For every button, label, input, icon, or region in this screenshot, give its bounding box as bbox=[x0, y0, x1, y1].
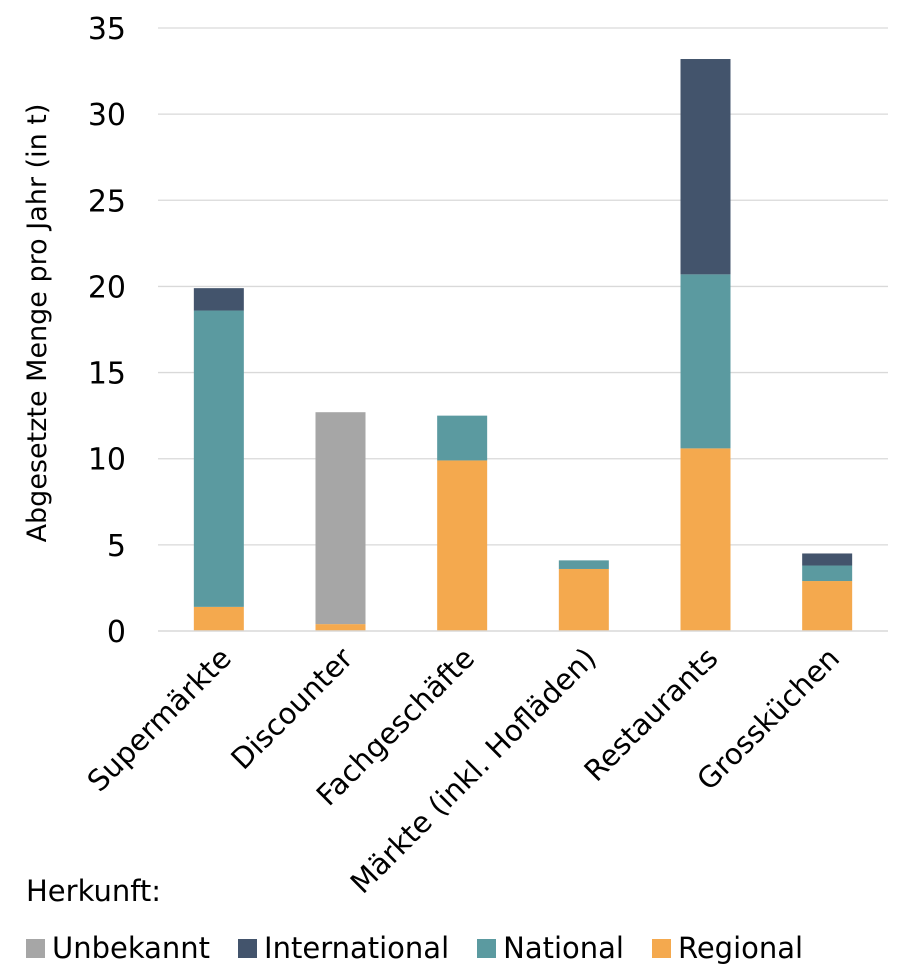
bar-supermarkte-international bbox=[193, 288, 244, 311]
legend-label: Regional bbox=[677, 931, 804, 965]
y-tick-label: 10 bbox=[88, 443, 126, 478]
legend-swatch bbox=[26, 938, 45, 958]
y-tick-label: 35 bbox=[88, 12, 126, 47]
bar-fachgeschafte-regional bbox=[437, 460, 488, 631]
legend-label: Unbekannt bbox=[52, 931, 211, 965]
bar-supermarkte-regional bbox=[193, 606, 244, 631]
legend-swatch bbox=[477, 938, 497, 958]
category-label-discounter: Discounter bbox=[224, 641, 359, 776]
y-tick-label: 30 bbox=[88, 98, 126, 133]
category-label-markte-inkl-hofladen: Märkte (inkl. Hofläden) bbox=[344, 641, 603, 900]
category-labels: SupermärkteDiscounterFachgeschäfteMärkte… bbox=[81, 641, 847, 900]
bar-grosskuchen-regional bbox=[802, 581, 853, 631]
legend-swatch bbox=[238, 938, 258, 958]
y-tick-labels: 0 5 10 15 20 25 30 35 bbox=[88, 12, 126, 650]
y-tick-label: 20 bbox=[88, 270, 126, 305]
y-axis-label: Abgesetzte Menge pro Jahr (in t) bbox=[22, 104, 53, 543]
bar-restaurants-national bbox=[680, 274, 731, 449]
bar-grosskuchen-national bbox=[802, 565, 853, 582]
y-tick-label: 5 bbox=[107, 529, 126, 564]
y-tick-label: 25 bbox=[88, 184, 126, 219]
y-tick-label: 15 bbox=[88, 357, 126, 392]
y-tick-label: 0 bbox=[107, 615, 126, 650]
legend: Unbekannt International National Regional bbox=[26, 928, 831, 968]
legend-item-international: International bbox=[238, 931, 449, 965]
bar-grosskuchen-international bbox=[802, 553, 853, 566]
bar-supermarkte-national bbox=[193, 310, 244, 607]
legend-title: Herkunft: bbox=[26, 874, 162, 908]
bar-discounter-unbekannt bbox=[315, 412, 366, 625]
legend-item-regional: Regional bbox=[651, 931, 804, 965]
category-label-supermarkte: Supermärkte bbox=[81, 641, 238, 798]
legend-swatch bbox=[651, 938, 671, 958]
bar-markte-inkl-hofladen-national bbox=[558, 560, 609, 569]
gridlines bbox=[158, 27, 888, 546]
legend-label: National bbox=[503, 931, 624, 965]
bars bbox=[193, 59, 853, 631]
bar-discounter-regional bbox=[315, 624, 366, 631]
bar-restaurants-regional bbox=[680, 448, 731, 631]
legend-item-national: National bbox=[477, 931, 624, 965]
legend-label: International bbox=[264, 931, 450, 965]
bar-fachgeschafte-national bbox=[437, 415, 488, 461]
bar-markte-inkl-hofladen-regional bbox=[558, 568, 609, 631]
legend-item-unbekannt: Unbekannt bbox=[26, 931, 210, 965]
bar-restaurants-international bbox=[680, 59, 731, 275]
